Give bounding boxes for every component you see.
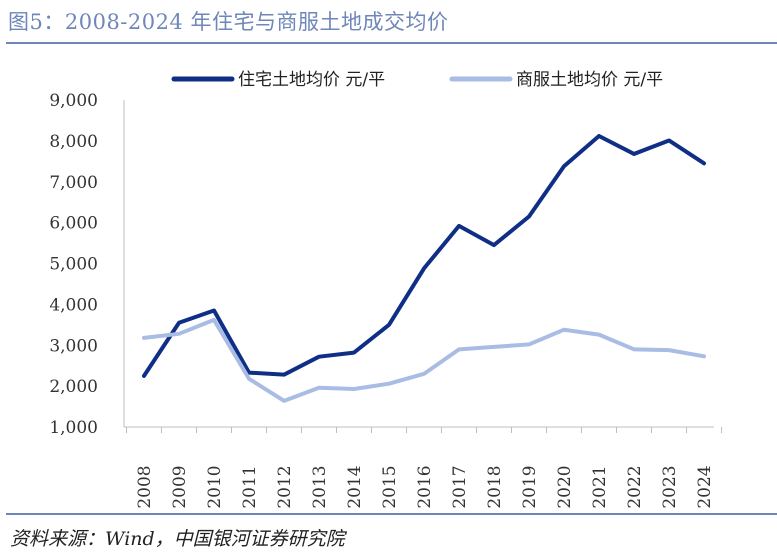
y-tick-label: 2,000: [49, 377, 98, 397]
series-lines: [142, 133, 706, 403]
x-tick-label: 2017: [450, 465, 470, 508]
y-tick-label: 4,000: [49, 295, 98, 315]
x-tick-label: 2024: [695, 465, 715, 508]
y-axis: 1,000 2,000 3,000 4,000 5,000 6,000 7,000 8,000…: [49, 91, 125, 438]
y-tick-label: 8,000: [49, 132, 98, 152]
x-tick-label: 2012: [275, 465, 295, 508]
x-axis: 2008 2009 2010 2011 2012 2013 2014 2015 2016 2017…: [124, 426, 722, 509]
legend-label: 商服土地均价 元/平: [516, 70, 663, 90]
x-tick-label: 2022: [625, 465, 645, 508]
y-tick-label: 9,000: [49, 91, 98, 111]
y-tick-label: 5,000: [49, 255, 98, 275]
y-tick-label: 6,000: [49, 214, 98, 234]
source-note: 资料来源：Wind，中国银河证券研究院: [10, 528, 345, 550]
y-tick-label: 3,000: [49, 336, 98, 356]
x-tick-label: 2019: [520, 465, 540, 508]
footer-divider: [6, 513, 777, 515]
legend: 住宅土地均价 元/平 商服土地均价 元/平: [171, 70, 663, 90]
x-tick-label: 2009: [170, 465, 190, 508]
x-tick-label: 2010: [205, 465, 225, 508]
x-tick-label: 2018: [485, 465, 505, 508]
x-tick-label: 2023: [660, 465, 680, 508]
x-tick-label: 2014: [345, 465, 365, 508]
title-divider: [6, 42, 777, 44]
legend-label: 住宅土地均价 元/平: [238, 70, 385, 90]
y-tick-label: 7,000: [49, 173, 98, 193]
y-tick-label: 1,000: [49, 418, 98, 438]
x-tick-label: 2016: [415, 465, 435, 508]
figure-title: 图5：2008-2024 年住宅与商服土地成交均价: [8, 10, 449, 34]
x-tick-label: 2008: [135, 465, 155, 508]
x-tick-label: 2013: [310, 465, 330, 508]
x-tick-label: 2011: [240, 465, 260, 508]
x-tick-label: 2015: [380, 465, 400, 508]
x-tick-label: 2020: [555, 465, 575, 508]
x-tick-label: 2021: [590, 465, 610, 508]
